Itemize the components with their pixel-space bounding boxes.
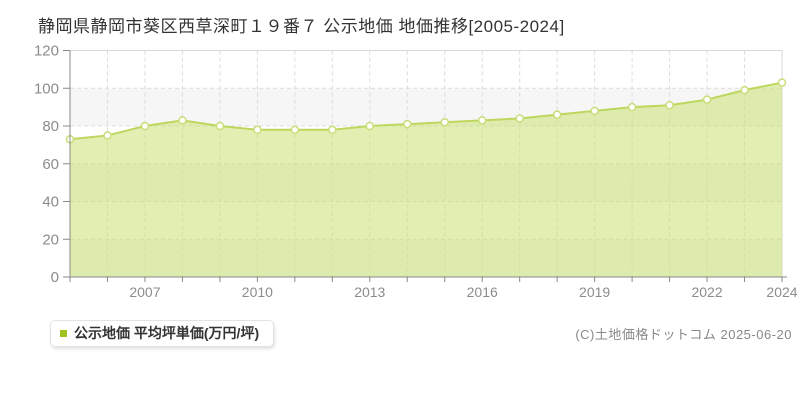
series-line bbox=[69, 81, 783, 141]
legend: 公示地価 平均坪単価(万円/坪) bbox=[50, 320, 275, 347]
data-point-2007[interactable] bbox=[140, 121, 150, 131]
copyright-text: (C)土地価格ドットコム 2025-06-20 bbox=[575, 327, 792, 342]
x-tick-label: 2007 bbox=[129, 284, 160, 300]
data-point-2014[interactable] bbox=[403, 119, 412, 129]
y-tick-label: 40 bbox=[42, 194, 59, 211]
page-title: 静岡県静岡市葵区西草深町１９番７ 公示地価 地価推移[2005-2024] bbox=[38, 17, 565, 36]
x-tick-label: 2013 bbox=[354, 284, 385, 300]
y-tick-label: 100 bbox=[34, 80, 59, 97]
data-point-2023[interactable] bbox=[740, 85, 749, 95]
data-point-2015[interactable] bbox=[440, 117, 449, 127]
data-point-2006[interactable] bbox=[103, 131, 112, 140]
data-point-2020[interactable] bbox=[627, 102, 637, 112]
data-point-2019[interactable] bbox=[590, 106, 599, 116]
data-point-2012[interactable] bbox=[328, 125, 337, 135]
data-point-2017[interactable] bbox=[515, 114, 524, 123]
legend-series-label: 公示地価 平均坪単価(万円/坪) bbox=[74, 325, 260, 341]
data-point-2021[interactable] bbox=[665, 100, 674, 110]
data-point-2008[interactable] bbox=[178, 116, 187, 125]
data-point-2024[interactable] bbox=[777, 78, 787, 87]
data-point-2010[interactable] bbox=[253, 125, 262, 135]
x-tick-label: 2024 bbox=[766, 284, 797, 300]
y-tick-label: 120 bbox=[34, 43, 59, 60]
data-point-2018[interactable] bbox=[552, 110, 562, 119]
data-point-2016[interactable] bbox=[477, 116, 487, 125]
x-tick-label: 2010 bbox=[242, 284, 273, 300]
x-tick-label: 2019 bbox=[579, 284, 610, 300]
x-tick-label: 2022 bbox=[691, 284, 722, 300]
data-point-2011[interactable] bbox=[290, 125, 300, 135]
y-tick-label: 0 bbox=[51, 269, 59, 286]
data-point-2013[interactable] bbox=[365, 121, 375, 131]
data-point-2009[interactable] bbox=[215, 121, 225, 131]
plot-band bbox=[70, 50, 782, 89]
x-tick-label: 2016 bbox=[467, 284, 498, 300]
y-tick-label: 20 bbox=[42, 231, 59, 248]
series-area-fill bbox=[70, 82, 782, 278]
y-tick-label: 80 bbox=[42, 118, 59, 135]
legend-series-marker-icon bbox=[60, 329, 67, 337]
y-tick-label: 60 bbox=[42, 156, 59, 173]
data-point-2022[interactable] bbox=[702, 95, 712, 104]
